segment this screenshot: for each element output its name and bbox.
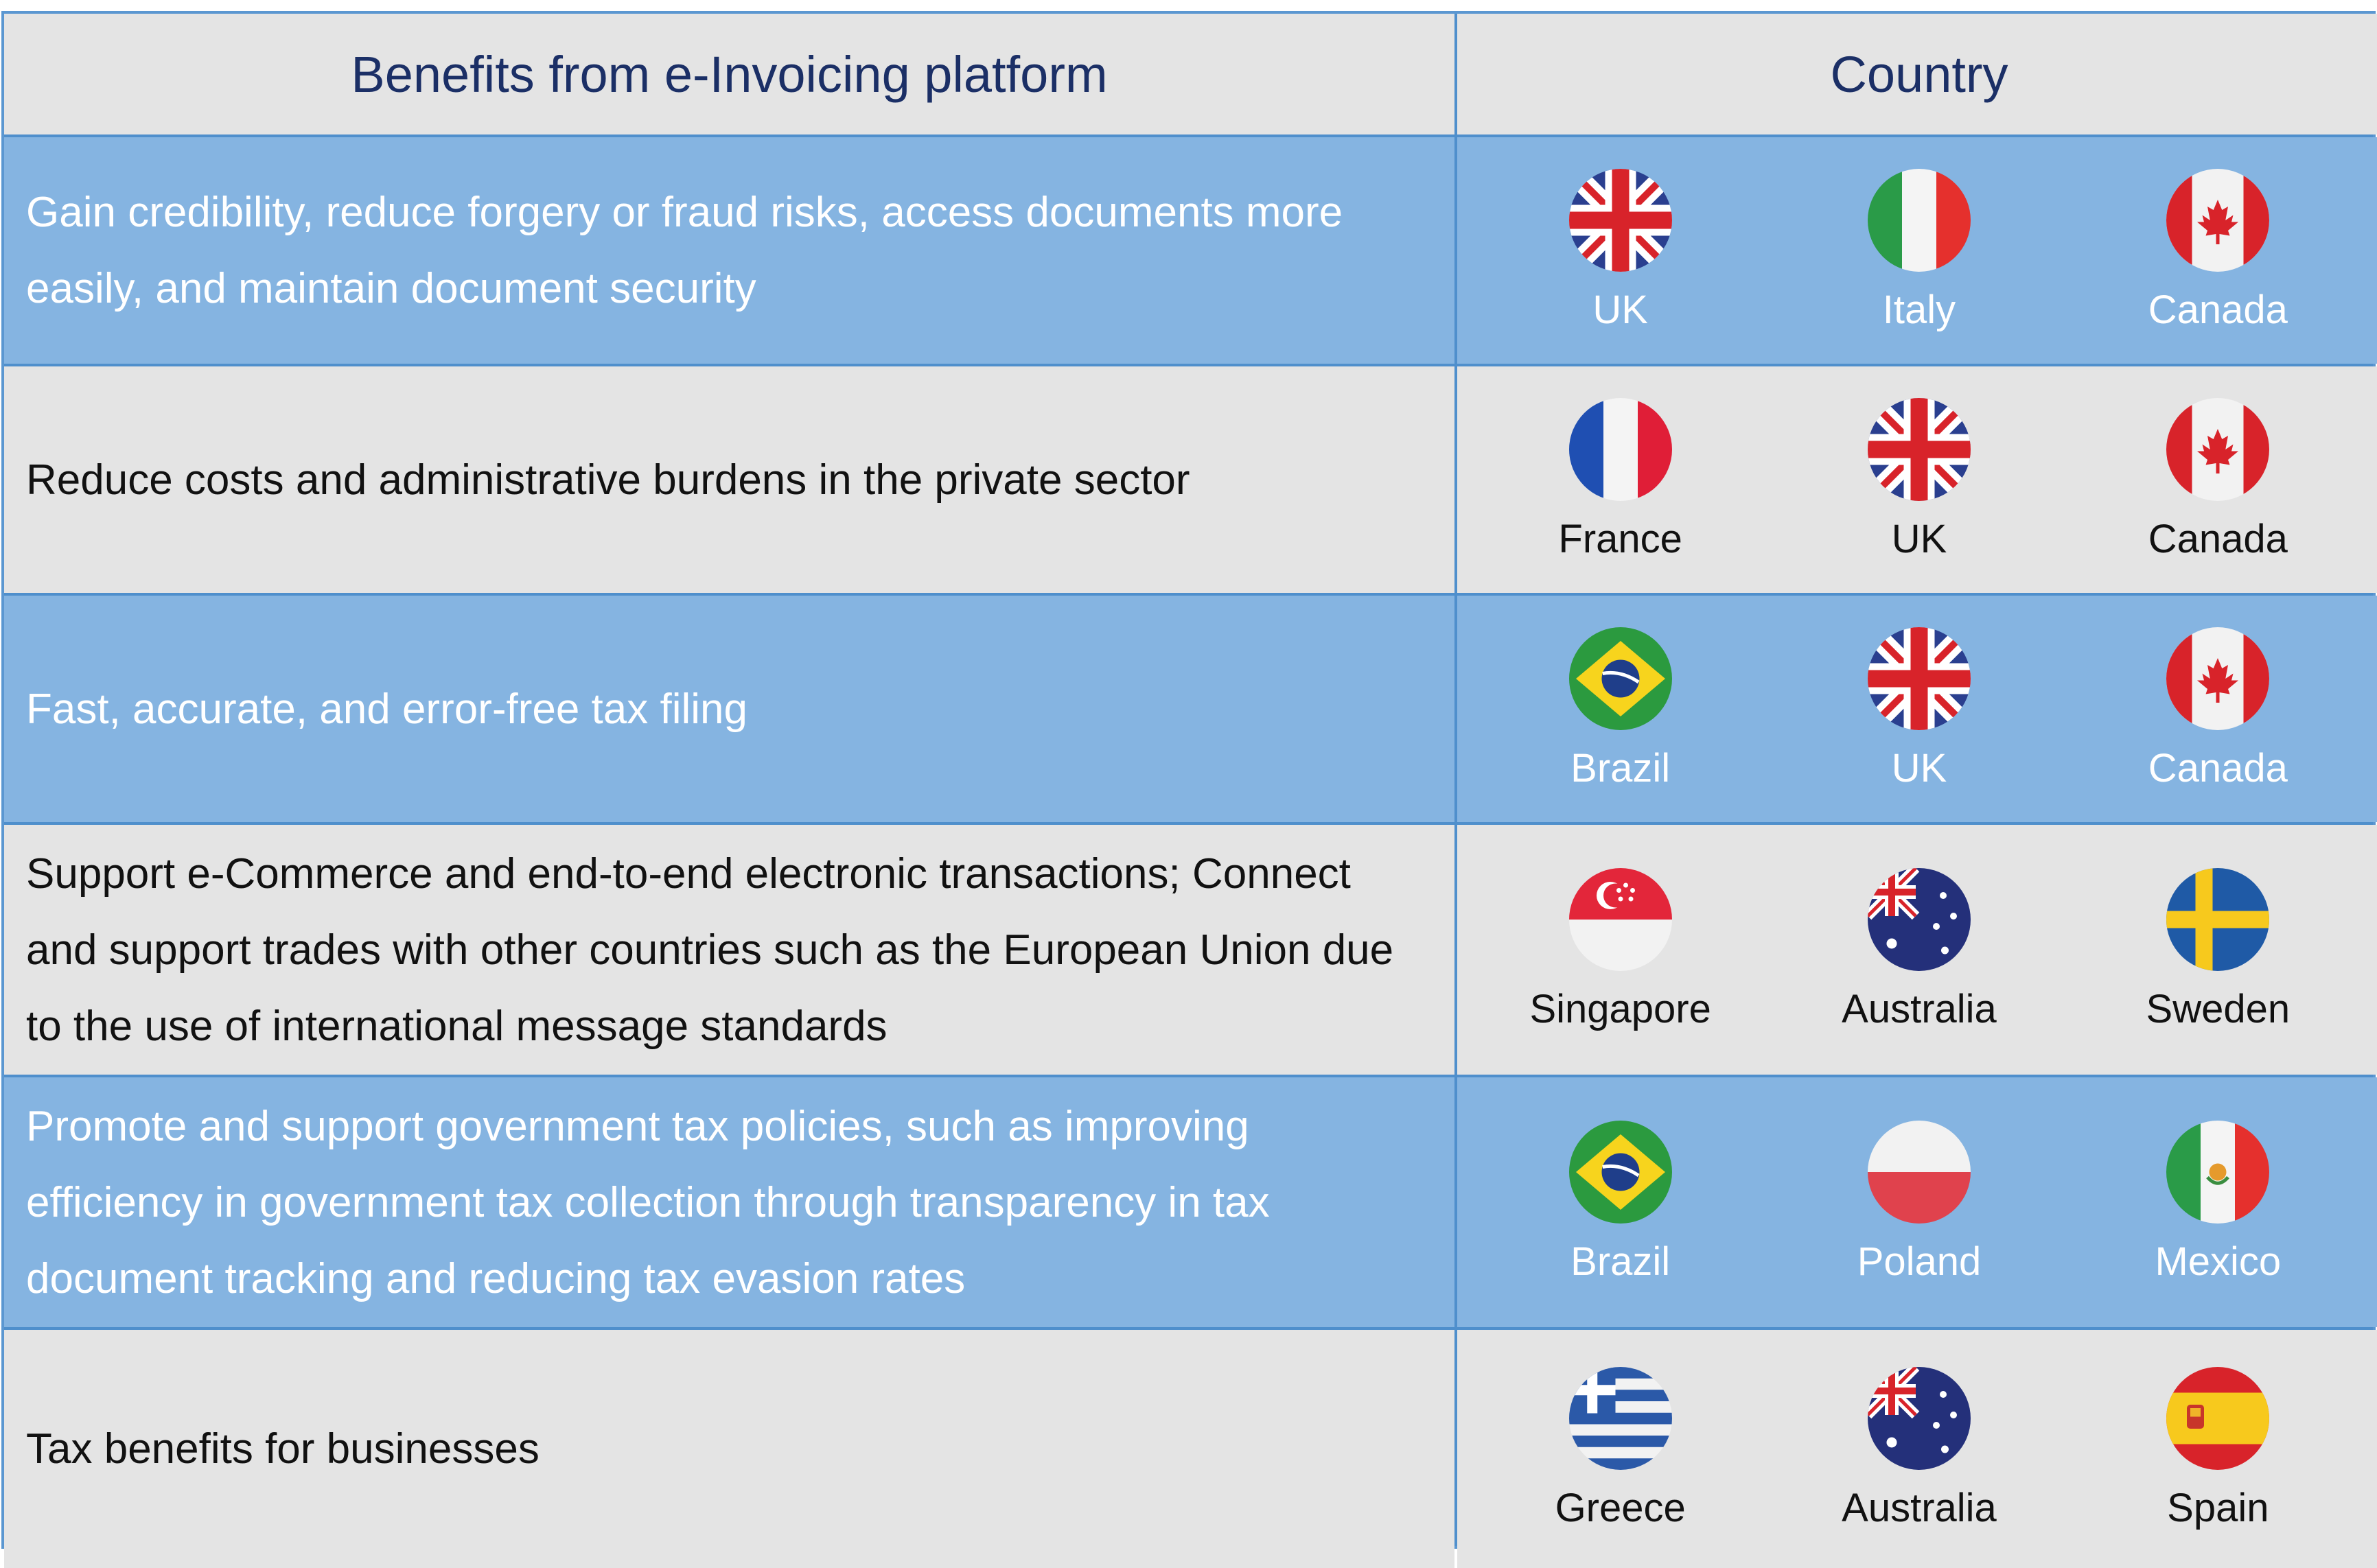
country-name: Canada (2148, 745, 2288, 791)
country-item: Canada (2069, 168, 2367, 333)
brazil-flag-icon (1568, 627, 1672, 730)
benefit-cell: Gain credibility, reduce forgery or frau… (4, 137, 1454, 364)
canada-flag-icon (2166, 627, 2270, 730)
country-item: Poland (1770, 1120, 2068, 1285)
country-item: Australia (1770, 1367, 2068, 1531)
australia-flag-icon (1867, 1367, 1971, 1470)
country-item: UK (1770, 397, 2068, 562)
header-country: Country (1457, 14, 2377, 134)
country-item: Brazil (1471, 1120, 1770, 1285)
country-item: Singapore (1471, 867, 1770, 1032)
country-item: Italy (1770, 168, 2068, 333)
country-item: France (1471, 397, 1770, 562)
spain-flag-icon (2166, 1367, 2270, 1470)
italy-flag-icon (1867, 168, 1971, 272)
country-item: Australia (1770, 867, 2068, 1032)
country-item: UK (1770, 627, 2068, 791)
country-item: Spain (2069, 1367, 2367, 1531)
country-name: France (1558, 516, 1682, 561)
benefit-cell: Fast, accurate, and error-free tax filin… (4, 596, 1454, 822)
benefit-cell: Support e-Commerce and end-to-end electr… (4, 825, 1454, 1075)
country-name: Poland (1857, 1239, 1982, 1284)
country-name: Mexico (2155, 1239, 2282, 1284)
country-name: Australia (1842, 1486, 1997, 1530)
country-name: Italy (1882, 287, 1956, 332)
country-name: Singapore (1529, 986, 1711, 1031)
sweden-flag-icon (2166, 867, 2270, 971)
country-name: Canada (2148, 516, 2288, 561)
country-name: UK (1891, 745, 1947, 791)
uk-flag-icon (1568, 168, 1672, 272)
country-item: Mexico (2069, 1120, 2367, 1285)
uk-flag-icon (1867, 397, 1971, 501)
greece-flag-icon (1568, 1367, 1672, 1470)
country-item: Sweden (2069, 867, 2367, 1032)
header-benefits: Benefits from e-Invoicing platform (4, 14, 1454, 134)
country-name: UK (1592, 287, 1648, 332)
countries-cell: Brazil Poland Mexico (1457, 1077, 2377, 1327)
poland-flag-icon (1867, 1120, 1971, 1224)
country-item: Canada (2069, 627, 2367, 791)
australia-flag-icon (1867, 867, 1971, 971)
countries-cell: France UK Canada (1457, 366, 2377, 593)
benefit-cell: Tax benefits for businesses (4, 1330, 1454, 1568)
france-flag-icon (1568, 397, 1672, 501)
country-name: UK (1891, 516, 1947, 561)
country-name: Spain (2167, 1486, 2269, 1530)
country-name: Sweden (2146, 986, 2291, 1031)
country-item: Canada (2069, 397, 2367, 562)
countries-cell: Singapore Australia Sweden (1457, 825, 2377, 1075)
country-item: UK (1471, 168, 1770, 333)
country-name: Australia (1842, 986, 1997, 1031)
benefits-table: Benefits from e-Invoicing platform Count… (1, 11, 2377, 1568)
benefit-cell: Promote and support government tax polic… (4, 1077, 1454, 1327)
benefit-cell: Reduce costs and administrative burdens … (4, 366, 1454, 593)
country-name: Brazil (1570, 745, 1671, 791)
country-item: Greece (1471, 1367, 1770, 1531)
canada-flag-icon (2166, 397, 2270, 501)
uk-flag-icon (1867, 627, 1971, 730)
brazil-flag-icon (1568, 1120, 1672, 1224)
canada-flag-icon (2166, 168, 2270, 272)
country-name: Greece (1555, 1486, 1686, 1530)
singapore-flag-icon (1568, 867, 1672, 971)
country-name: Canada (2148, 287, 2288, 332)
country-item: Brazil (1471, 627, 1770, 791)
country-name: Brazil (1570, 1239, 1671, 1284)
countries-cell: Greece Australia Spain (1457, 1330, 2377, 1568)
mexico-flag-icon (2166, 1120, 2270, 1224)
countries-cell: UK Italy Canada (1457, 137, 2377, 364)
countries-cell: Brazil UK Canada (1457, 596, 2377, 822)
